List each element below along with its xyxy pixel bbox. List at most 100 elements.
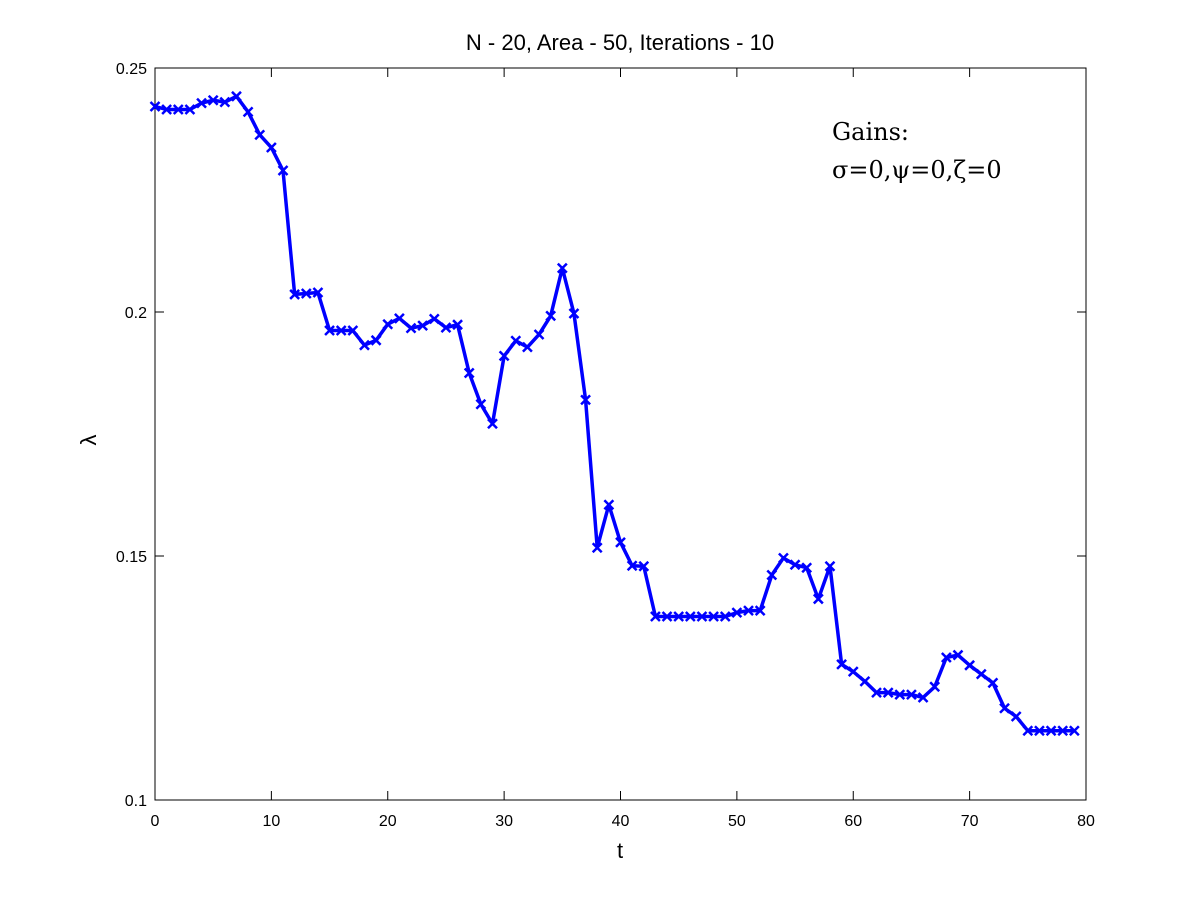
data-point-marker (277, 165, 289, 176)
data-point-marker (510, 335, 522, 347)
data-point-marker (405, 322, 417, 334)
data-point-marker (987, 677, 999, 689)
data-point-marker (708, 611, 719, 622)
data-point-marker (207, 94, 219, 106)
y-tick-label: 0.1 (125, 793, 147, 810)
data-point-marker (149, 101, 161, 112)
data-point-marker (487, 418, 498, 430)
data-point-marker (475, 398, 487, 410)
data-point-marker (906, 689, 917, 700)
series-lambda (149, 90, 1080, 737)
data-point-marker (394, 312, 405, 324)
data-point-marker (766, 569, 778, 581)
data-point-marker (882, 687, 894, 699)
data-point-marker (719, 611, 731, 622)
data-point-marker (626, 560, 638, 572)
data-point-marker (254, 129, 266, 141)
data-point-marker (940, 652, 952, 663)
data-point-marker (440, 322, 452, 333)
data-point-marker (382, 318, 394, 330)
x-tick-label: 70 (961, 813, 979, 830)
data-point-marker (789, 559, 801, 571)
gains-annotation-values: σ=0,ψ=0,ζ=0 (832, 156, 1002, 184)
y-axis-label: λ (76, 435, 101, 446)
x-tick-label: 30 (495, 813, 513, 830)
data-point-marker (335, 325, 347, 336)
data-point-marker (417, 320, 429, 332)
data-point-marker (522, 341, 533, 353)
data-point-marker (591, 542, 603, 554)
data-point-marker (231, 90, 242, 102)
data-point-marker (778, 552, 789, 564)
data-point-marker (312, 287, 324, 298)
data-point-marker (463, 367, 475, 379)
data-point-marker (370, 334, 382, 346)
data-point-marker (975, 668, 987, 680)
data-point-marker (661, 611, 673, 622)
data-point-marker (219, 96, 231, 108)
data-point-marker (801, 562, 813, 574)
data-point-marker (428, 313, 440, 325)
data-point-marker (300, 288, 312, 299)
data-point-marker (347, 325, 359, 336)
data-point-marker (731, 607, 743, 618)
data-point-marker (754, 605, 766, 617)
data-point-marker (684, 611, 696, 622)
data-point-marker (603, 499, 615, 511)
data-point-marker (650, 611, 661, 622)
data-point-marker (556, 262, 568, 274)
data-point-marker (964, 659, 976, 671)
data-point-marker (1057, 725, 1069, 737)
x-tick-label: 60 (844, 813, 862, 830)
data-point-marker (242, 106, 254, 118)
data-point-marker (1045, 725, 1057, 737)
data-point-marker (172, 104, 184, 115)
data-point-marker (161, 104, 173, 115)
x-axis-ticks: 0 10 20 30 40 50 60 70 80 (151, 68, 1095, 830)
data-point-marker (615, 536, 626, 548)
data-point-marker (1022, 725, 1034, 737)
data-point-marker (568, 308, 580, 319)
data-point-marker (498, 350, 510, 362)
data-point-marker (196, 97, 207, 109)
data-point-marker (894, 689, 906, 700)
x-tick-label: 80 (1077, 813, 1095, 830)
data-point-marker (673, 611, 685, 622)
y-tick-label: 0.15 (116, 549, 147, 566)
data-point-marker (324, 325, 335, 336)
x-tick-label: 0 (151, 813, 160, 830)
y-tick-label: 0.25 (116, 61, 147, 78)
data-point-marker (859, 676, 871, 687)
data-point-marker (952, 649, 964, 661)
data-point-marker (545, 310, 557, 322)
gains-annotation-title: Gains: (832, 118, 909, 146)
data-point-marker (533, 329, 545, 340)
data-point-marker (580, 394, 591, 406)
y-axis-ticks: 0.1 0.15 0.2 0.25 (116, 61, 1086, 810)
x-axis-label: t (617, 838, 623, 863)
data-point-marker (452, 319, 463, 331)
data-point-marker (265, 142, 277, 153)
data-point-marker (696, 611, 708, 622)
x-tick-label: 40 (612, 813, 630, 830)
data-point-marker (836, 658, 847, 670)
data-point-marker (871, 687, 882, 699)
y-tick-label: 0.2 (125, 305, 147, 322)
data-point-marker (1068, 725, 1080, 737)
data-point-marker (1034, 725, 1045, 737)
data-point-marker (999, 702, 1010, 714)
data-point-marker (812, 593, 824, 605)
x-tick-label: 50 (728, 813, 746, 830)
data-point-marker (743, 605, 754, 617)
plot-area (154, 67, 1087, 801)
data-point-marker (824, 560, 836, 572)
x-tick-label: 20 (379, 813, 397, 830)
data-point-marker (289, 289, 301, 300)
data-point-marker (929, 681, 941, 693)
data-point-marker (1010, 711, 1022, 722)
x-tick-label: 10 (262, 813, 280, 830)
data-point-marker (359, 339, 370, 351)
data-point-marker (184, 104, 196, 115)
data-point-marker (917, 692, 929, 703)
